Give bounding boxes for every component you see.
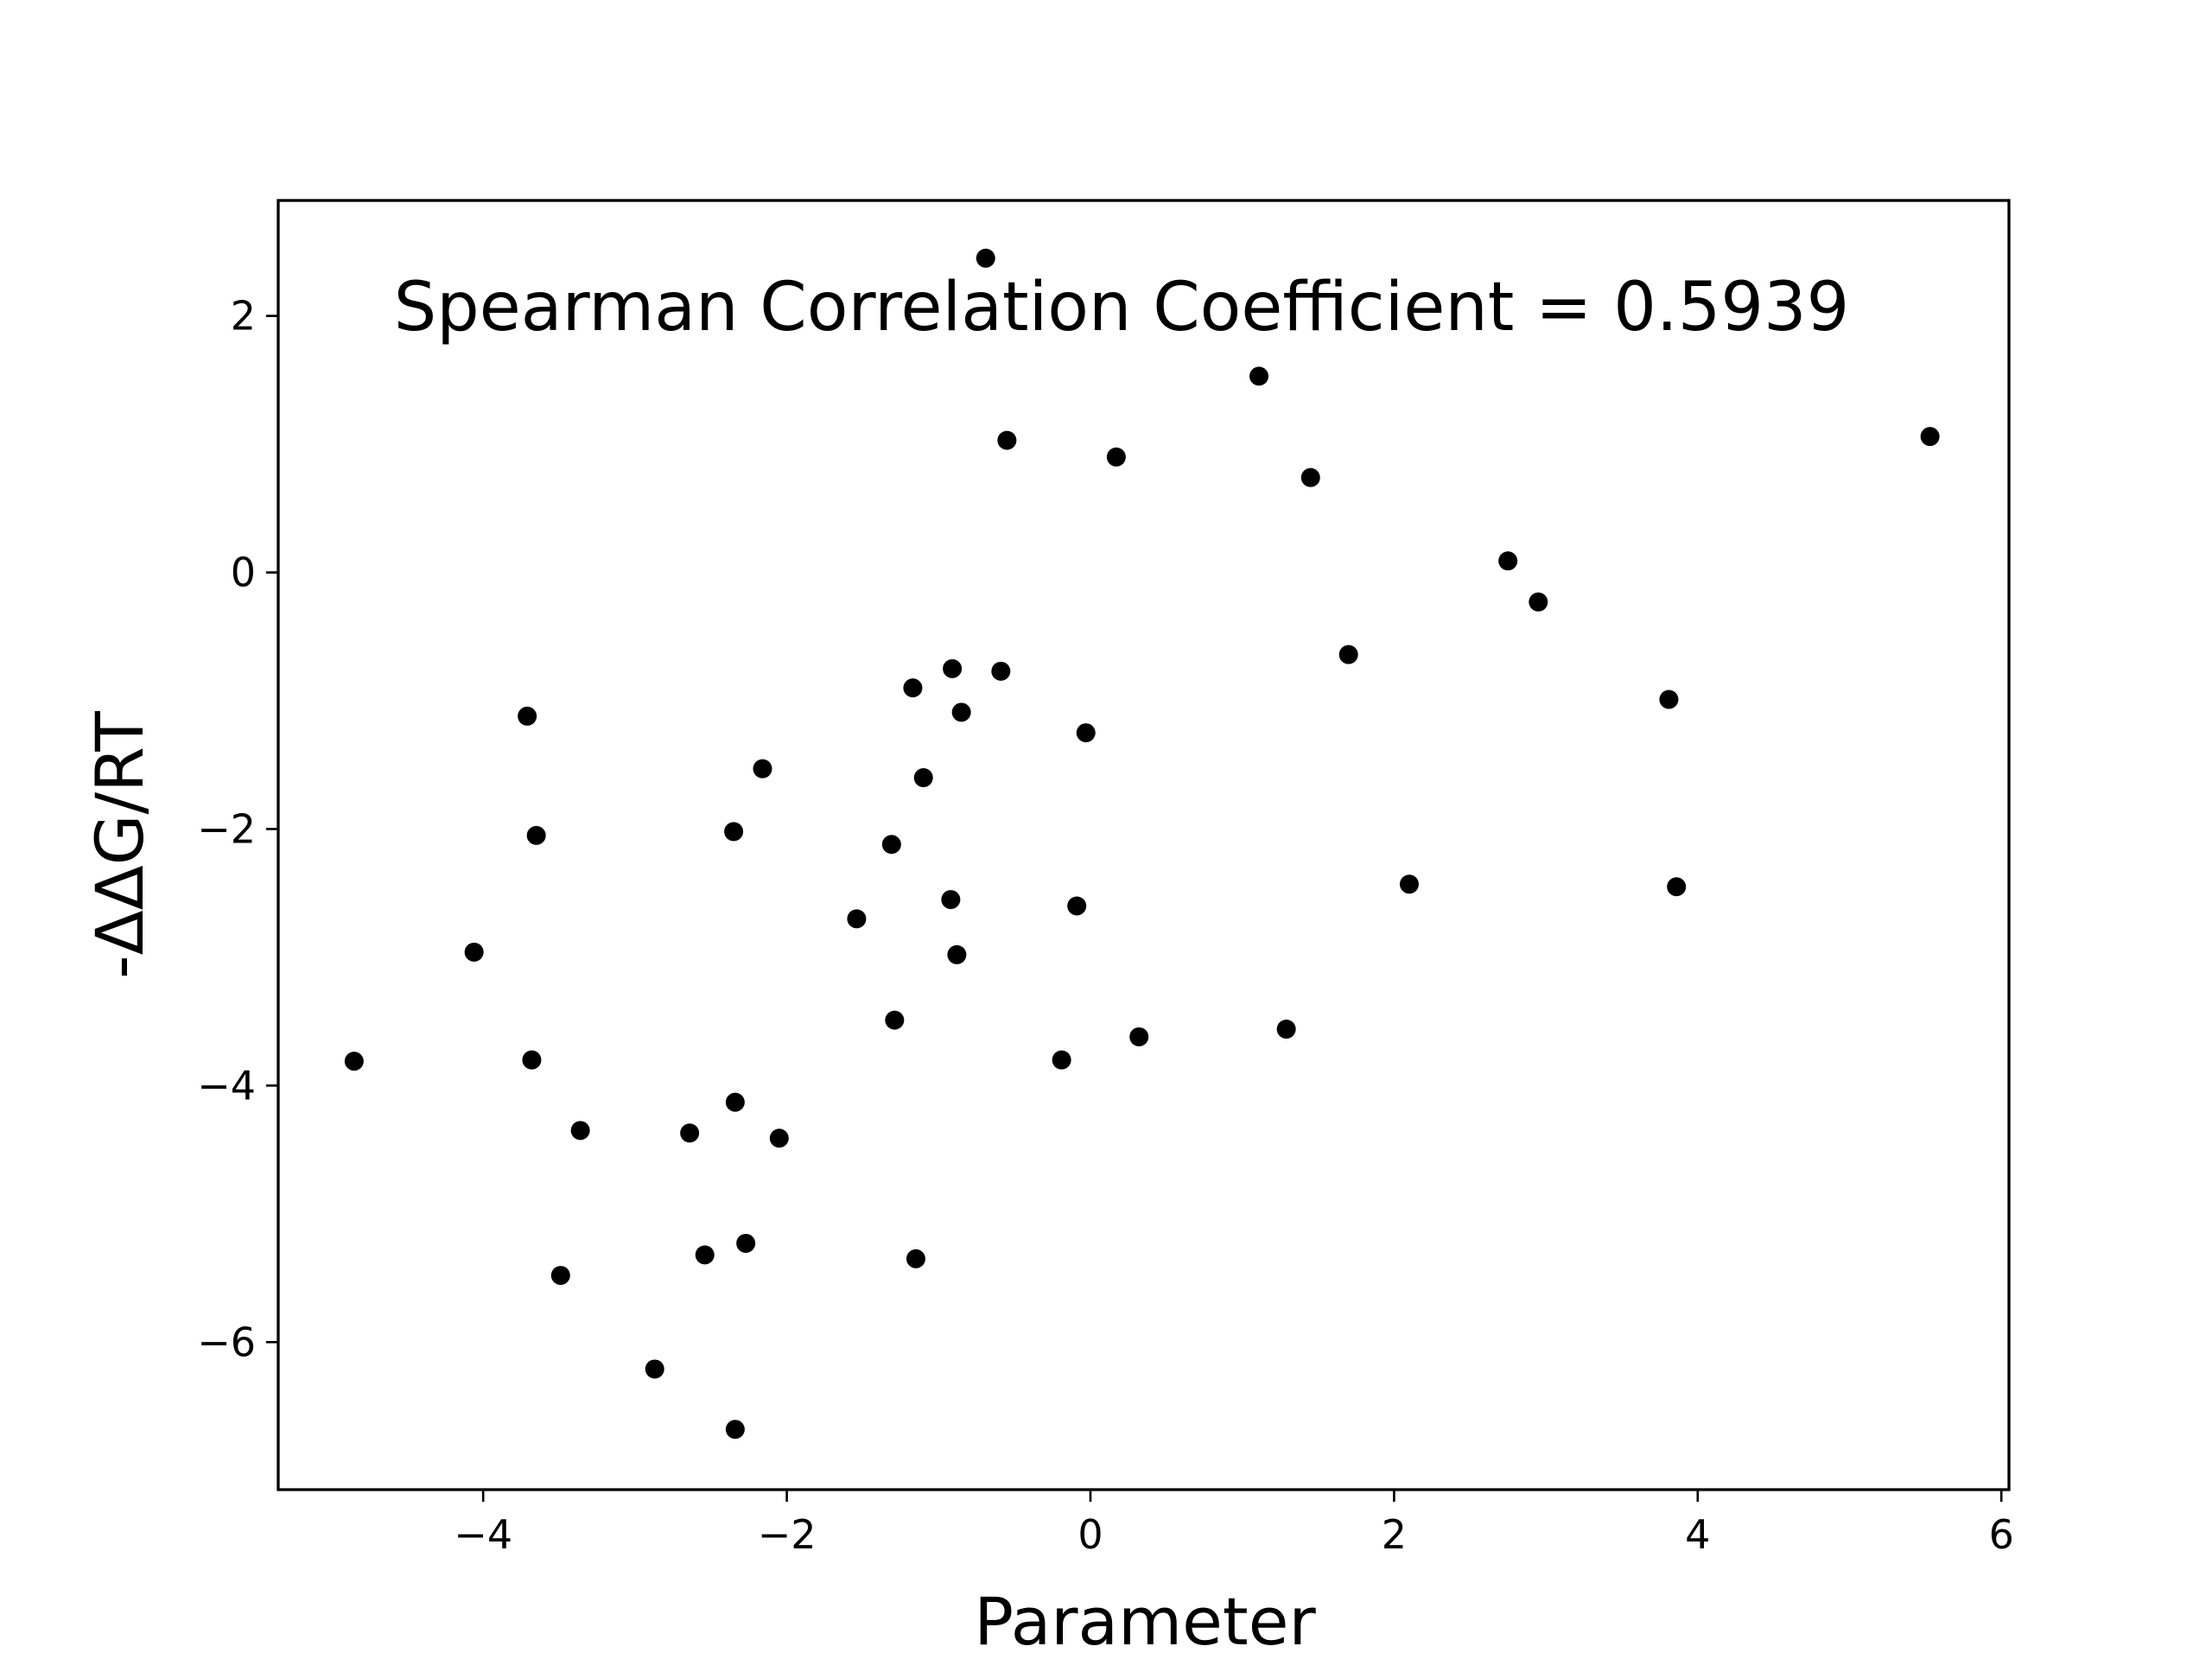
scatter-point xyxy=(518,706,537,726)
scatter-point xyxy=(941,890,961,910)
scatter-point xyxy=(645,1359,664,1379)
scatter-point xyxy=(913,768,933,788)
x-tick-label: −2 xyxy=(758,1511,817,1558)
x-tick-label: 6 xyxy=(1989,1511,2014,1558)
scatter-point xyxy=(881,835,901,855)
scatter-point xyxy=(344,1052,364,1071)
scatter-point xyxy=(1076,723,1096,743)
scatter-point xyxy=(753,759,772,779)
scatter-point xyxy=(724,822,744,842)
x-tick-label: 2 xyxy=(1382,1511,1407,1558)
scatter-point xyxy=(1106,447,1126,467)
data-points xyxy=(344,248,1940,1440)
scatter-point xyxy=(570,1121,590,1141)
scatter-point xyxy=(885,1010,905,1030)
scatter-point xyxy=(1920,427,1940,447)
scatter-point xyxy=(1338,645,1358,664)
y-tick-label: −6 xyxy=(197,1319,256,1365)
scatter-point xyxy=(1249,366,1269,386)
scatter-point xyxy=(976,248,995,268)
scatter-point xyxy=(1659,690,1679,709)
scatter-point xyxy=(1399,874,1419,894)
scatter-point xyxy=(725,1420,745,1440)
scatter-point xyxy=(1300,467,1320,487)
x-tick-label: 4 xyxy=(1685,1511,1710,1558)
scatter-point xyxy=(550,1266,570,1286)
scatter-point xyxy=(947,944,967,964)
scatter-point xyxy=(1529,592,1548,612)
scatter-point xyxy=(906,1249,925,1268)
scatter-point xyxy=(522,1050,542,1070)
scatter-point xyxy=(680,1123,700,1143)
x-axis-ticks: −4 −2 0 2 4 6 xyxy=(454,1490,2014,1558)
scatter-point xyxy=(997,430,1017,450)
scatter-point xyxy=(725,1092,745,1112)
y-tick-label: −4 xyxy=(197,1062,256,1109)
scatter-point xyxy=(903,678,923,698)
scatter-point xyxy=(847,909,867,929)
y-axis-label: -ΔΔG/RT xyxy=(81,711,158,979)
scatter-point xyxy=(1498,551,1518,571)
x-axis-label: Parameter xyxy=(974,1583,1316,1659)
scatter-point xyxy=(464,942,484,962)
y-tick-label: 0 xyxy=(231,550,256,596)
x-tick-label: 0 xyxy=(1077,1511,1103,1558)
scatter-point xyxy=(695,1245,715,1265)
x-tick-label: −4 xyxy=(454,1511,512,1558)
y-tick-label: −2 xyxy=(197,805,256,852)
scatter-point xyxy=(943,658,963,678)
scatter-point xyxy=(1052,1050,1071,1070)
scatter-point xyxy=(1067,896,1087,916)
y-axis-ticks: −6 −4 −2 0 2 xyxy=(197,293,278,1365)
scatter-point xyxy=(951,702,971,722)
spearman-annotation: Spearman Correlation Coefficient = 0.593… xyxy=(394,269,1849,346)
scatter-point xyxy=(1129,1027,1149,1046)
plot-frame xyxy=(276,199,2011,1491)
scatter-point xyxy=(991,661,1011,681)
scatter-point xyxy=(1276,1020,1296,1039)
scatter-point xyxy=(526,825,546,845)
scatter-point xyxy=(1667,877,1687,897)
y-tick-label: 2 xyxy=(231,293,256,340)
scatter-point xyxy=(769,1128,789,1148)
scatter-point xyxy=(736,1233,756,1253)
